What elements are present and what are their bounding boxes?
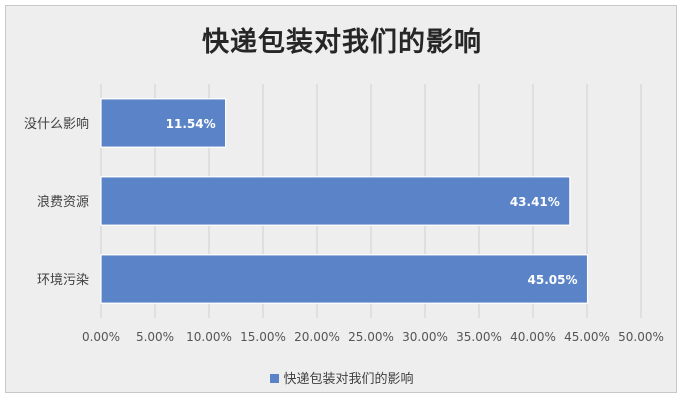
legend-swatch — [270, 374, 280, 383]
x-tick-label: 15.00% — [240, 330, 286, 344]
category-label: 没什么影响 — [24, 116, 89, 132]
data-label: 43.41% — [510, 195, 560, 209]
bar — [100, 254, 589, 304]
chart-frame: 快递包装对我们的影响 0.00% 5.00% 10.00% 15.00% 20.00% 2… — [5, 5, 677, 393]
bar — [100, 98, 227, 148]
x-tick-label: 5.00% — [136, 330, 174, 344]
x-tick-label: 45.00% — [564, 330, 610, 344]
category-label: 浪费资源 — [37, 195, 89, 210]
legend-label: 快递包装对我们的影响 — [283, 372, 414, 387]
x-tick-label: 30.00% — [402, 330, 448, 344]
x-tick-label: 10.00% — [186, 330, 232, 344]
data-label: 11.54% — [166, 117, 216, 131]
chart-title: 快递包装对我们的影响 — [202, 27, 482, 58]
x-tick-label: 0.00% — [82, 330, 120, 344]
x-tick-label: 50.00% — [618, 330, 664, 344]
category-label: 环境污染 — [37, 273, 89, 288]
plot-area: 0.00% 5.00% 10.00% 15.00% 20.00% 25.00% 30.00%… — [24, 84, 664, 344]
x-tick-label: 35.00% — [456, 330, 502, 344]
x-tick-label: 25.00% — [348, 330, 394, 344]
bar — [100, 176, 571, 226]
legend: 快递包装对我们的影响 — [6, 368, 678, 387]
x-tick-label: 20.00% — [294, 330, 340, 344]
x-tick-label: 40.00% — [510, 330, 556, 344]
data-label: 45.05% — [528, 273, 578, 287]
